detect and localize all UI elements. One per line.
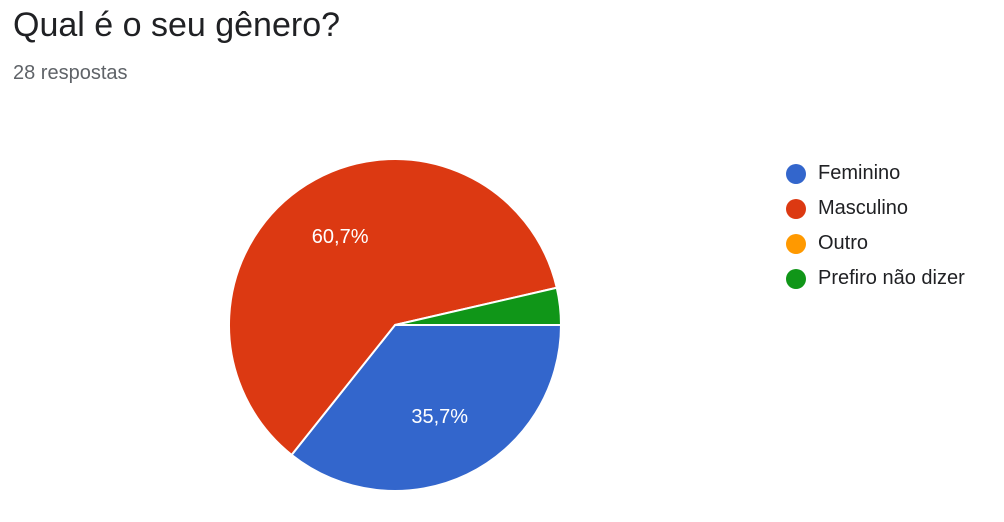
legend-label-feminino: Feminino <box>818 162 901 184</box>
legend-item-prefiro-nao-dizer[interactable]: Prefiro não dizer <box>786 261 996 296</box>
legend-label-outro: Outro <box>818 232 869 254</box>
pie-label-masculino: 60,7% <box>312 226 369 248</box>
legend-swatch-prefiro-nao-dizer <box>786 268 806 289</box>
legend-swatch-outro <box>786 233 806 254</box>
legend-item-outro[interactable]: Outro <box>786 226 996 261</box>
legend-swatch-masculino <box>786 198 806 219</box>
pie-slice-prefiro-nao-dizer[interactable] <box>394 286 562 326</box>
response-count: 28 respostas <box>13 62 128 84</box>
legend-swatch-feminino <box>786 163 806 184</box>
pie-slice-feminino[interactable] <box>290 324 562 492</box>
legend-label-prefiro-nao-dizer: Prefiro não dizer <box>818 267 965 289</box>
chart-legend: Feminino Masculino Outro Prefiro não diz… <box>786 156 996 296</box>
legend-item-feminino[interactable]: Feminino <box>786 156 996 191</box>
chart-title: Qual é o seu gênero? <box>13 6 341 44</box>
legend-item-masculino[interactable]: Masculino <box>786 191 996 226</box>
pie-label-feminino: 35,7% <box>411 406 468 428</box>
legend-label-masculino: Masculino <box>818 197 909 219</box>
pie-slice-masculino[interactable] <box>228 158 558 456</box>
